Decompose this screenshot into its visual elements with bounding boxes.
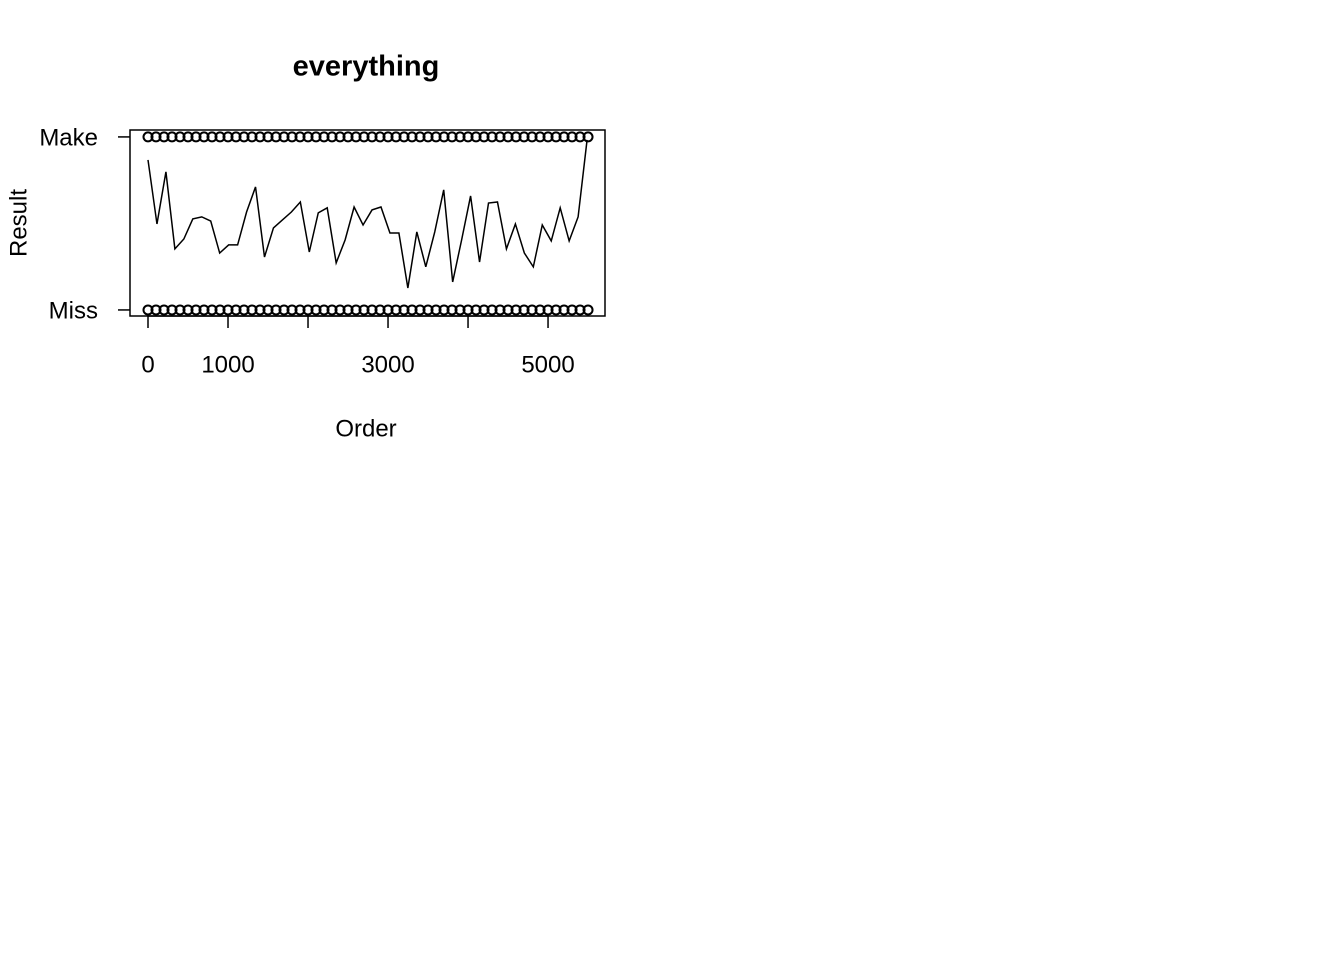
point bbox=[582, 304, 594, 316]
chart-title: everything bbox=[293, 51, 440, 83]
point bbox=[582, 131, 594, 143]
y-tick-label: Miss bbox=[49, 297, 98, 324]
x-tick-label: 3000 bbox=[361, 351, 414, 378]
x-axis-label: Order bbox=[335, 415, 396, 442]
x-tick-label: 5000 bbox=[521, 351, 574, 378]
plot-frame bbox=[129, 129, 606, 317]
x-tick-label: 1000 bbox=[201, 351, 254, 378]
x-tick-label: 0 bbox=[141, 351, 154, 378]
trend-line bbox=[147, 139, 588, 289]
y-axis-label: Result bbox=[5, 189, 32, 257]
y-tick-label: Make bbox=[39, 124, 98, 151]
